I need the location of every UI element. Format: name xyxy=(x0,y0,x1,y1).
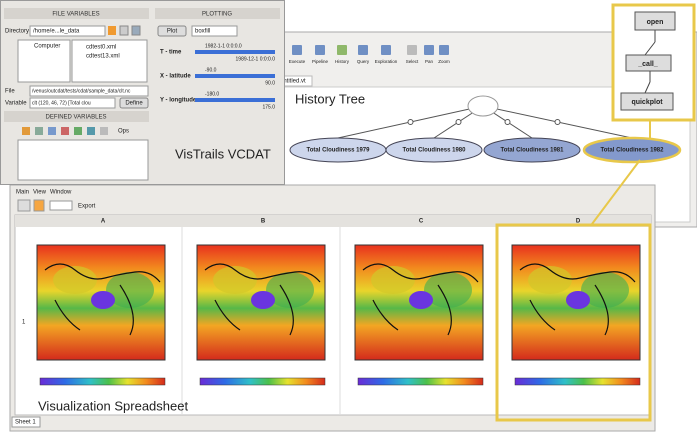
dim-start: -180.0 xyxy=(205,91,219,97)
blob xyxy=(251,291,275,309)
column-header: A xyxy=(101,219,106,225)
edge-marker xyxy=(456,120,461,125)
icon[interactable] xyxy=(108,26,116,35)
section-title: FILE VARIABLES xyxy=(52,12,99,18)
tool-label: Exploration xyxy=(375,59,398,64)
tool-icon[interactable] xyxy=(407,45,417,55)
defined-list[interactable] xyxy=(18,140,148,180)
column-header: B xyxy=(261,219,266,225)
slider[interactable] xyxy=(195,74,275,78)
tool-label: Pipeline xyxy=(312,59,329,64)
tool-icon[interactable] xyxy=(439,45,449,55)
file-item[interactable]: cdtest13.xml xyxy=(86,54,120,60)
vcdat-window: FILE VARIABLES PLOTTING Directory /home/… xyxy=(1,1,285,185)
colorbar xyxy=(358,378,483,385)
ops-label: Ops xyxy=(118,129,129,135)
node-label: Total Cloudiness 1979 xyxy=(307,148,371,154)
label: File xyxy=(5,89,15,95)
spin-box[interactable] xyxy=(50,201,72,210)
label: Directory xyxy=(5,29,29,35)
node-label: Total Cloudiness 1981 xyxy=(501,148,565,154)
app-title: VisTrails VCDAT xyxy=(175,146,271,161)
tool-label: History xyxy=(335,59,350,64)
icon[interactable] xyxy=(132,26,140,35)
file-item[interactable]: cdtest0.xml xyxy=(86,45,116,51)
dimensions: T - time 1982-1-1 0:0:0.0 1989-12-1 0:0:0.… xyxy=(160,43,275,110)
menu-item[interactable]: Window xyxy=(50,190,72,196)
slider[interactable] xyxy=(195,50,275,54)
directory: /home/e...le_data xyxy=(33,29,80,35)
slider[interactable] xyxy=(195,98,275,102)
icon[interactable] xyxy=(22,127,30,135)
menu-item[interactable]: View xyxy=(33,190,47,196)
icon[interactable] xyxy=(74,127,82,135)
tool-icon[interactable] xyxy=(381,45,391,55)
tool-icon[interactable] xyxy=(424,45,434,55)
icon[interactable] xyxy=(35,127,43,135)
export-button[interactable]: Export xyxy=(78,204,96,210)
colorbar xyxy=(515,378,640,385)
module-label: _call_ xyxy=(637,61,658,68)
tree-item[interactable]: Computer xyxy=(34,44,60,50)
blob xyxy=(566,291,590,309)
tool-button[interactable] xyxy=(18,200,30,211)
dim-name: X - latitude xyxy=(160,74,191,80)
dim-start: -90.0 xyxy=(205,67,217,73)
tool-button[interactable] xyxy=(34,200,44,211)
screenshot: Execute Pipeline History Query Exploration Se… xyxy=(0,0,697,434)
blob xyxy=(91,291,115,309)
edge-marker xyxy=(505,120,510,125)
colorbar xyxy=(40,378,165,385)
icon[interactable] xyxy=(100,127,108,135)
section-title: DEFINED VARIABLES xyxy=(46,115,107,121)
dim-end: 175.0 xyxy=(262,104,275,110)
tool-icon[interactable] xyxy=(358,45,368,55)
tree-title: History Tree xyxy=(295,91,365,106)
dim-name: T - time xyxy=(160,50,182,56)
tool-icon[interactable] xyxy=(337,45,347,55)
module-label: open xyxy=(647,19,664,26)
module-label: quickplot xyxy=(631,99,663,106)
tool-label: Zoom xyxy=(438,59,450,64)
file-path: /venus/outcdat/tests/cdat/sample_data/cl… xyxy=(32,88,131,94)
tool-label: Select xyxy=(406,59,419,64)
colorbar xyxy=(200,378,325,385)
tool-label: Pan xyxy=(425,59,434,64)
tool-label: Execute xyxy=(289,59,306,64)
icon[interactable] xyxy=(48,127,56,135)
tool-icon[interactable] xyxy=(315,45,325,55)
variable: clt (120, 46, 72) [Total clou xyxy=(32,100,91,106)
icon[interactable] xyxy=(61,127,69,135)
icon[interactable] xyxy=(87,127,95,135)
dim-end: 1989-12-1 0:0:0.0 xyxy=(236,56,276,62)
define-label: Define xyxy=(125,101,143,107)
plot-label: Plot xyxy=(167,29,178,35)
plot-type: boxfill xyxy=(195,29,210,35)
dim-start: 1982-1-1 0:0:0.0 xyxy=(205,43,242,49)
dim-end: 90.0 xyxy=(265,80,275,86)
section-title: PLOTTING xyxy=(202,12,232,18)
node-label: Total Cloudiness 1980 xyxy=(403,148,467,154)
label: Variable xyxy=(5,101,27,107)
tool-icon[interactable] xyxy=(292,45,302,55)
node-label: Total Cloudiness 1982 xyxy=(601,148,665,154)
menu-item[interactable]: Main xyxy=(16,190,29,196)
edge-marker xyxy=(555,120,560,125)
blob xyxy=(409,291,433,309)
pipeline-view: open _call_ quickplot xyxy=(613,5,694,120)
sheet-tab-label: Sheet 1 xyxy=(15,420,36,426)
root-node[interactable] xyxy=(468,96,498,116)
column-header: C xyxy=(419,219,424,225)
edge-marker xyxy=(408,120,413,125)
icon[interactable] xyxy=(120,26,128,35)
tool-label: Query xyxy=(357,59,370,64)
dim-name: Y - longitude xyxy=(160,98,197,104)
sheet-title: Visualization Spreadsheet xyxy=(38,398,188,413)
